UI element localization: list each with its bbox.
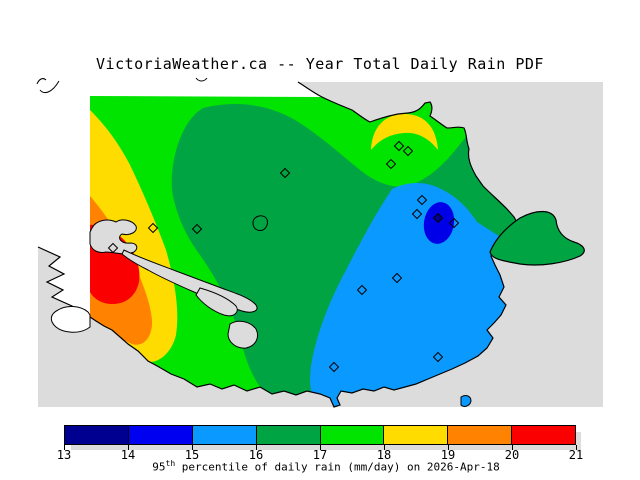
colorbar-tick [448, 445, 449, 450]
station-marker [416, 194, 428, 206]
colorbar-caption: 95th percentile of daily rain (mm/day) o… [0, 459, 640, 474]
colorbar-tick [64, 445, 65, 450]
island-small-south [460, 395, 472, 407]
coastline-fragments [36, 77, 208, 94]
station-marker [191, 223, 203, 235]
reservoir-outline [252, 215, 268, 231]
station-marker [279, 167, 291, 179]
station-marker [107, 242, 119, 254]
station-marker [147, 222, 159, 234]
plot-title: VictoriaWeather.ca -- Year Total Daily R… [96, 55, 544, 73]
colorbar-tick-label: 18 [376, 448, 392, 462]
colorbar-segment-13-14 [65, 426, 129, 444]
station-marker [402, 145, 414, 157]
caption-prefix: 95 [152, 460, 166, 474]
colorbar-segment-16-17 [256, 426, 321, 444]
inland-waterways [89, 219, 259, 349]
station-marker [328, 361, 340, 373]
colorbar-segment-15-16 [192, 426, 257, 444]
colorbar-tick-label: 19 [440, 448, 456, 462]
station-marker [385, 158, 397, 170]
island-northeast [489, 210, 585, 266]
colorbar-segment-18-19 [384, 426, 449, 444]
colorbar-tick [384, 445, 385, 450]
station-markers [107, 140, 460, 373]
colorbar-tick-label: 14 [120, 448, 136, 462]
contour-fill-layers [90, 96, 519, 407]
colorbar-tick-label: 15 [184, 448, 200, 462]
station-marker [432, 351, 444, 363]
colorbar-segment-20-21 [512, 426, 575, 444]
harbour-inlet [195, 287, 238, 317]
colorbar-tick [256, 445, 257, 450]
station-marker-filled [432, 212, 444, 224]
colorbar-tick [128, 445, 129, 450]
coastline [37, 81, 520, 408]
colorbar-segment-19-20 [448, 426, 513, 444]
esquimalt-harbour [227, 320, 259, 349]
band-15-16-lightblue-southeast [310, 183, 519, 407]
colorbar-tick-label: 13 [56, 448, 72, 462]
caption-rest: percentile of daily rain (mm/day) on 202… [175, 460, 500, 474]
station-marker [356, 284, 368, 296]
sea-area [38, 82, 603, 407]
colorbar-tick [192, 445, 193, 450]
band-18-19-yellow-peninsula [371, 114, 438, 150]
colorbar [64, 425, 576, 445]
band-14-15-blue-oval [423, 202, 455, 244]
land-outside-domain [50, 306, 91, 333]
colorbar-tick [576, 445, 577, 450]
colorbar-tick-label: 21 [568, 448, 584, 462]
colorbar-tick-label: 17 [312, 448, 328, 462]
caption-superscript: th [165, 459, 176, 468]
colorbar-segment-17-18 [320, 426, 385, 444]
station-marker [448, 217, 460, 229]
station-marker [391, 272, 403, 284]
colorbar-tick-label: 16 [248, 448, 264, 462]
colorbar-segment-14-15 [128, 426, 193, 444]
sooke-basin [89, 219, 138, 255]
colorbar-tick [512, 445, 513, 450]
colorbar-tick [320, 445, 321, 450]
station-marker [393, 140, 405, 152]
colorbar-tick-label: 20 [504, 448, 520, 462]
station-marker [411, 208, 423, 220]
